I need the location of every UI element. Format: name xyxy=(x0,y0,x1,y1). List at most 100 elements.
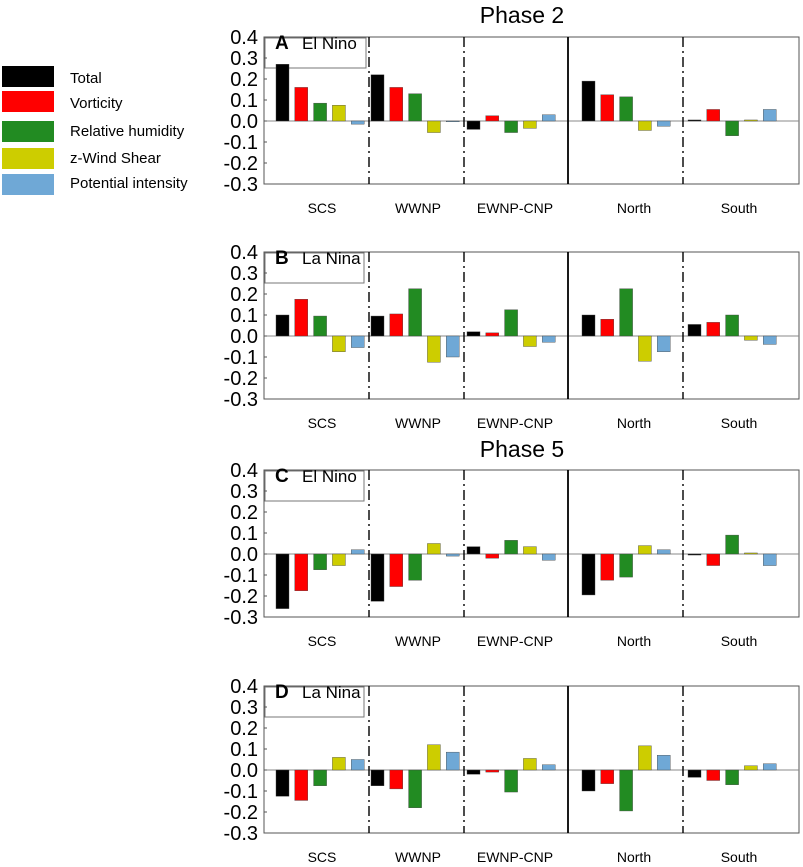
panel-d-bar-scs-relative-humidity xyxy=(313,769,327,786)
panel-a-bar-north-total xyxy=(581,80,596,122)
panel-c-bar-ewnp-cnp-relative-humidity xyxy=(504,540,518,555)
panel-b-bar-scs-vorticity xyxy=(294,299,308,337)
panel-b-letter: B xyxy=(275,248,289,269)
panel-c-bar-south-z-wind-shear xyxy=(744,552,758,555)
panel-d-plot-frame xyxy=(263,685,800,834)
panel-b-ytick-label: -0.3 xyxy=(224,389,258,411)
panel-a-bar-ewnp-cnp-potential-intensity xyxy=(542,114,556,122)
panel-a-bar-south-vorticity xyxy=(706,109,720,122)
panel-b-bar-wwnp-relative-humidity xyxy=(408,288,422,337)
panel-a-letter: A xyxy=(275,33,289,54)
panel-a-bar-wwnp-potential-intensity xyxy=(446,120,460,123)
panel-c-bar-ewnp-cnp-potential-intensity xyxy=(542,553,556,561)
legend-label-relative-humidity: Relative humidity xyxy=(70,123,185,140)
panel-a-bar-south-total xyxy=(687,119,702,122)
panel-d-bar-wwnp-relative-humidity xyxy=(408,769,422,808)
panel-b-title: La Nina xyxy=(302,249,361,268)
panel-c-ytick-label: 0.3 xyxy=(230,481,258,503)
panel-b-bar-north-relative-humidity xyxy=(619,288,633,337)
panel-b-category-label: WWNP xyxy=(395,415,441,431)
panel-b-category-label: SCS xyxy=(308,415,337,431)
panel-d-bar-scs-total xyxy=(275,769,290,797)
panel-b-bar-north-vorticity xyxy=(600,319,614,337)
panel-a-bar-ewnp-cnp-relative-humidity xyxy=(504,120,518,133)
legend-swatch-total xyxy=(2,66,54,87)
panel-a-bar-north-potential-intensity xyxy=(657,120,671,127)
panel-c-bar-north-total xyxy=(581,553,596,596)
panel-c-ytick-label: 0.1 xyxy=(230,523,258,545)
panel-c-bar-wwnp-z-wind-shear xyxy=(427,543,441,555)
panel-c-category-label: South xyxy=(721,633,758,649)
panel-a-bar-wwnp-z-wind-shear xyxy=(427,120,441,133)
panel-c-label-box xyxy=(264,470,365,502)
panel-a-ytick-label: -0.1 xyxy=(224,132,258,154)
legend-label-total: Total xyxy=(70,70,102,87)
panel-d-letter: D xyxy=(275,682,289,703)
panel-d-category-label: SCS xyxy=(308,849,337,865)
panel-a-bar-south-potential-intensity xyxy=(763,109,777,122)
panel-d-label-box xyxy=(264,686,365,718)
panel-c-bar-ewnp-cnp-total xyxy=(466,546,481,555)
panel-c-ytick-label: -0.2 xyxy=(224,586,258,608)
panel-d-bar-north-z-wind-shear xyxy=(638,745,652,771)
panel-b-category-label: South xyxy=(721,415,758,431)
panel-c-ytick-label: 0.4 xyxy=(230,460,258,482)
panel-a-bar-south-z-wind-shear xyxy=(744,119,758,122)
panel-c-bar-scs-total xyxy=(275,553,290,609)
panel-b-bar-ewnp-cnp-vorticity xyxy=(485,332,499,337)
panel-c-bar-wwnp-vorticity xyxy=(389,553,403,587)
panel-a-ytick-label: 0.2 xyxy=(230,69,258,91)
panel-a-category-label: SCS xyxy=(308,200,337,216)
panel-b-bar-ewnp-cnp-potential-intensity xyxy=(542,335,556,343)
panel-b-bar-south-total xyxy=(687,324,702,337)
panel-c-bar-wwnp-total xyxy=(370,553,385,602)
panel-d-category-label: EWNP-CNP xyxy=(477,849,553,865)
panel-d-ytick-label: 0.4 xyxy=(230,676,258,698)
phase-2-title: Phase 2 xyxy=(480,2,564,28)
panel-c-bar-ewnp-cnp-z-wind-shear xyxy=(523,546,537,555)
panel-c-ytick-label: -0.3 xyxy=(224,607,258,629)
panel-c-title: El Nino xyxy=(302,467,357,486)
panel-b-ytick-label: 0.3 xyxy=(230,263,258,285)
panel-b-bar-scs-total xyxy=(275,314,290,337)
panel-b-category-label: EWNP-CNP xyxy=(477,415,553,431)
panel-b-bar-scs-z-wind-shear xyxy=(332,335,346,352)
panel-a-bar-wwnp-relative-humidity xyxy=(408,93,422,122)
panel-d: D La Nina 0.40.30.20.10.0-0.1-0.2-0.3 SCS… xyxy=(224,676,800,865)
panel-d-bar-wwnp-vorticity xyxy=(389,769,403,790)
panel-c-bar-scs-potential-intensity xyxy=(351,549,365,555)
panel-d-bar-wwnp-potential-intensity xyxy=(446,751,460,771)
panel-c-bar-north-relative-humidity xyxy=(619,553,633,578)
panel-c-category-label: SCS xyxy=(308,633,337,649)
panel-a-ytick-label: 0.3 xyxy=(230,48,258,70)
panel-b-bar-ewnp-cnp-z-wind-shear xyxy=(523,335,537,347)
panel-b-bar-north-z-wind-shear xyxy=(638,335,652,362)
panel-d-ytick-label: 0.0 xyxy=(230,760,258,782)
panel-a-bar-scs-relative-humidity xyxy=(313,102,327,122)
panel-a-bar-north-z-wind-shear xyxy=(638,120,652,131)
legend-swatch-relative-humidity xyxy=(2,121,54,142)
panel-d-bar-north-potential-intensity xyxy=(657,755,671,771)
panel-c-bar-north-z-wind-shear xyxy=(638,545,652,555)
panel-b-bar-north-potential-intensity xyxy=(657,335,671,352)
panel-a-title: El Nino xyxy=(302,34,357,53)
panel-d-bar-ewnp-cnp-relative-humidity xyxy=(504,769,518,793)
panel-a-bar-scs-vorticity xyxy=(294,87,308,122)
panel-b-bar-scs-potential-intensity xyxy=(351,335,365,348)
panel-a-plot-frame xyxy=(263,36,800,185)
legend-swatch-z-wind-shear xyxy=(2,148,54,169)
panel-b-ytick-label: 0.4 xyxy=(230,242,258,264)
panel-a-category-label: EWNP-CNP xyxy=(477,200,553,216)
panel-a-bar-north-relative-humidity xyxy=(619,96,633,122)
panel-c-bar-south-relative-humidity xyxy=(725,534,739,555)
panel-c-category-label: North xyxy=(617,633,651,649)
panel-a-bar-ewnp-cnp-vorticity xyxy=(485,115,499,122)
panel-c-bar-north-potential-intensity xyxy=(657,549,671,555)
panel-c-letter: C xyxy=(275,466,289,487)
panel-b-bar-wwnp-z-wind-shear xyxy=(427,335,441,363)
panel-b-category-label: North xyxy=(617,415,651,431)
panel-b-bar-wwnp-vorticity xyxy=(389,313,403,337)
panel-b-ytick-label: 0.1 xyxy=(230,305,258,327)
panel-c-bar-ewnp-cnp-vorticity xyxy=(485,553,499,559)
panel-a-bar-scs-potential-intensity xyxy=(351,120,365,125)
